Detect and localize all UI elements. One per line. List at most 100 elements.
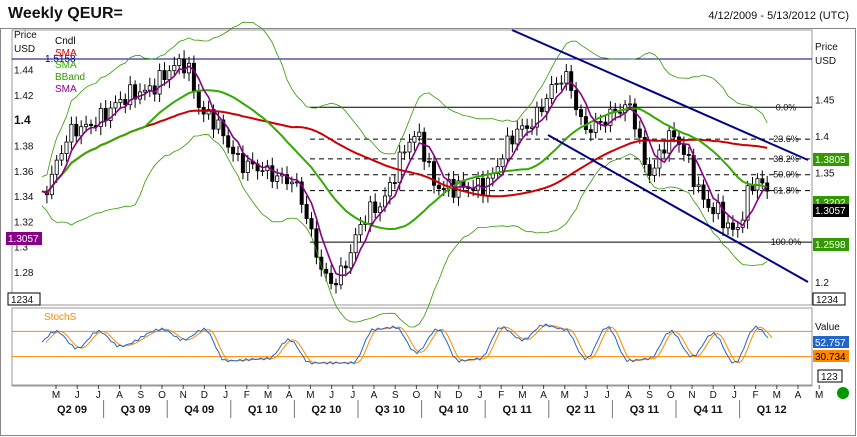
candle-body bbox=[333, 283, 338, 286]
candle-body bbox=[314, 228, 319, 258]
candle-body bbox=[373, 201, 378, 214]
month-label: M bbox=[518, 390, 526, 401]
stoch-scale-box bbox=[817, 369, 843, 383]
candle-body bbox=[691, 155, 696, 188]
candle-body bbox=[559, 82, 564, 85]
month-label: J bbox=[75, 390, 80, 401]
candle-body bbox=[98, 108, 103, 128]
candle-body bbox=[319, 256, 324, 270]
candle-body bbox=[726, 222, 731, 229]
candle-body bbox=[74, 123, 79, 137]
candle-body bbox=[579, 109, 584, 118]
quarter-label: Q4 09 bbox=[184, 404, 214, 416]
month-label: A bbox=[116, 390, 123, 401]
candle-body bbox=[284, 174, 289, 185]
date-range: 4/12/2009 - 5/13/2012 (UTC) bbox=[708, 10, 849, 22]
candle-body bbox=[706, 198, 711, 208]
channel-upper bbox=[511, 29, 809, 161]
value-tag-right bbox=[813, 153, 849, 166]
fib-label: 38.2% bbox=[773, 154, 799, 164]
candle-body bbox=[299, 181, 304, 205]
right-axis-title: Price bbox=[815, 42, 838, 53]
candle-body bbox=[539, 106, 544, 113]
left-tick-label: 1.34 bbox=[14, 192, 34, 203]
candle-body bbox=[397, 151, 402, 184]
candle-body bbox=[59, 153, 64, 161]
month-label: N bbox=[434, 390, 441, 401]
value-tag-left bbox=[6, 232, 42, 245]
month-label: D bbox=[455, 390, 462, 401]
channel-lower bbox=[547, 134, 809, 283]
month-label: O bbox=[413, 390, 421, 401]
quarter-label: Q4 11 bbox=[693, 404, 722, 416]
candle-body bbox=[309, 218, 314, 230]
candle-body bbox=[750, 185, 755, 191]
stoch-scale-label: 123 bbox=[821, 372, 838, 383]
month-label: J bbox=[478, 390, 483, 401]
quarter-label: Q2 10 bbox=[311, 404, 341, 416]
value-tag-right bbox=[813, 238, 849, 251]
candle-body bbox=[583, 116, 588, 131]
month-label: J bbox=[329, 390, 334, 401]
stoch-value-k: 52.757 bbox=[815, 338, 846, 349]
month-label: N bbox=[688, 390, 695, 401]
candle-body bbox=[505, 135, 510, 160]
month-label: J bbox=[223, 390, 228, 401]
chart-frame bbox=[0, 28, 856, 436]
candle-body bbox=[500, 158, 505, 168]
candle-body bbox=[515, 128, 520, 145]
candle-body bbox=[721, 201, 726, 229]
value-tag-label: 1.3805 bbox=[815, 155, 846, 166]
bband-lower bbox=[41, 134, 768, 328]
candle-body bbox=[441, 188, 446, 190]
left-tick-label: 1.28 bbox=[14, 268, 34, 279]
fib-label: 0.0% bbox=[776, 102, 797, 112]
value-tag-label: 1.3202 bbox=[815, 198, 846, 209]
month-label: O bbox=[667, 390, 675, 401]
stoch-value-header: Value bbox=[815, 322, 840, 333]
candle-body bbox=[142, 89, 147, 93]
month-label: J bbox=[350, 390, 355, 401]
stoch-value-d-tag bbox=[813, 350, 849, 362]
chart-title: Weekly QEUR= bbox=[8, 5, 123, 22]
value-tag-label: 1.3057 bbox=[815, 206, 846, 217]
left-tick-label: 1.32 bbox=[14, 217, 34, 228]
candle-body bbox=[270, 165, 275, 182]
left-tick-label: 1.36 bbox=[14, 167, 34, 178]
left-tick-label: 1.38 bbox=[14, 142, 34, 153]
candle-body bbox=[221, 119, 226, 137]
candle-body bbox=[289, 181, 294, 185]
month-label: M bbox=[815, 390, 823, 401]
quarter-label: Q3 11 bbox=[630, 404, 659, 416]
candle-body bbox=[358, 224, 363, 236]
bband-upper bbox=[41, 21, 768, 177]
left-axis-unit: USD bbox=[14, 44, 35, 55]
candle-body bbox=[402, 151, 407, 154]
candle-body bbox=[730, 222, 735, 230]
candle-body bbox=[216, 119, 221, 130]
candle-body bbox=[69, 123, 74, 143]
candle-body bbox=[133, 84, 138, 100]
candle-body bbox=[549, 84, 554, 99]
candle-body bbox=[598, 120, 603, 123]
scale-box-label: 1234 bbox=[11, 295, 34, 306]
quarter-label: Q4 10 bbox=[439, 404, 469, 416]
month-label: M bbox=[561, 390, 569, 401]
left-tick-label: 1.3 bbox=[14, 243, 28, 254]
candle-body bbox=[672, 130, 677, 138]
candle-body bbox=[510, 135, 515, 145]
candle-body bbox=[564, 71, 569, 84]
candle-body bbox=[54, 159, 59, 175]
stoch-value-k-tag bbox=[813, 336, 849, 348]
candle-body bbox=[574, 90, 579, 111]
candle-body bbox=[275, 175, 280, 182]
candle-body bbox=[632, 103, 637, 130]
candle-body bbox=[157, 70, 162, 95]
candle-body bbox=[226, 135, 231, 148]
quarter-label: Q3 09 bbox=[121, 404, 151, 416]
left-tick-label: 1.42 bbox=[14, 91, 34, 102]
value-tag-right bbox=[813, 204, 849, 217]
fib-label: 61.8% bbox=[773, 186, 799, 196]
month-label: S bbox=[392, 390, 399, 401]
